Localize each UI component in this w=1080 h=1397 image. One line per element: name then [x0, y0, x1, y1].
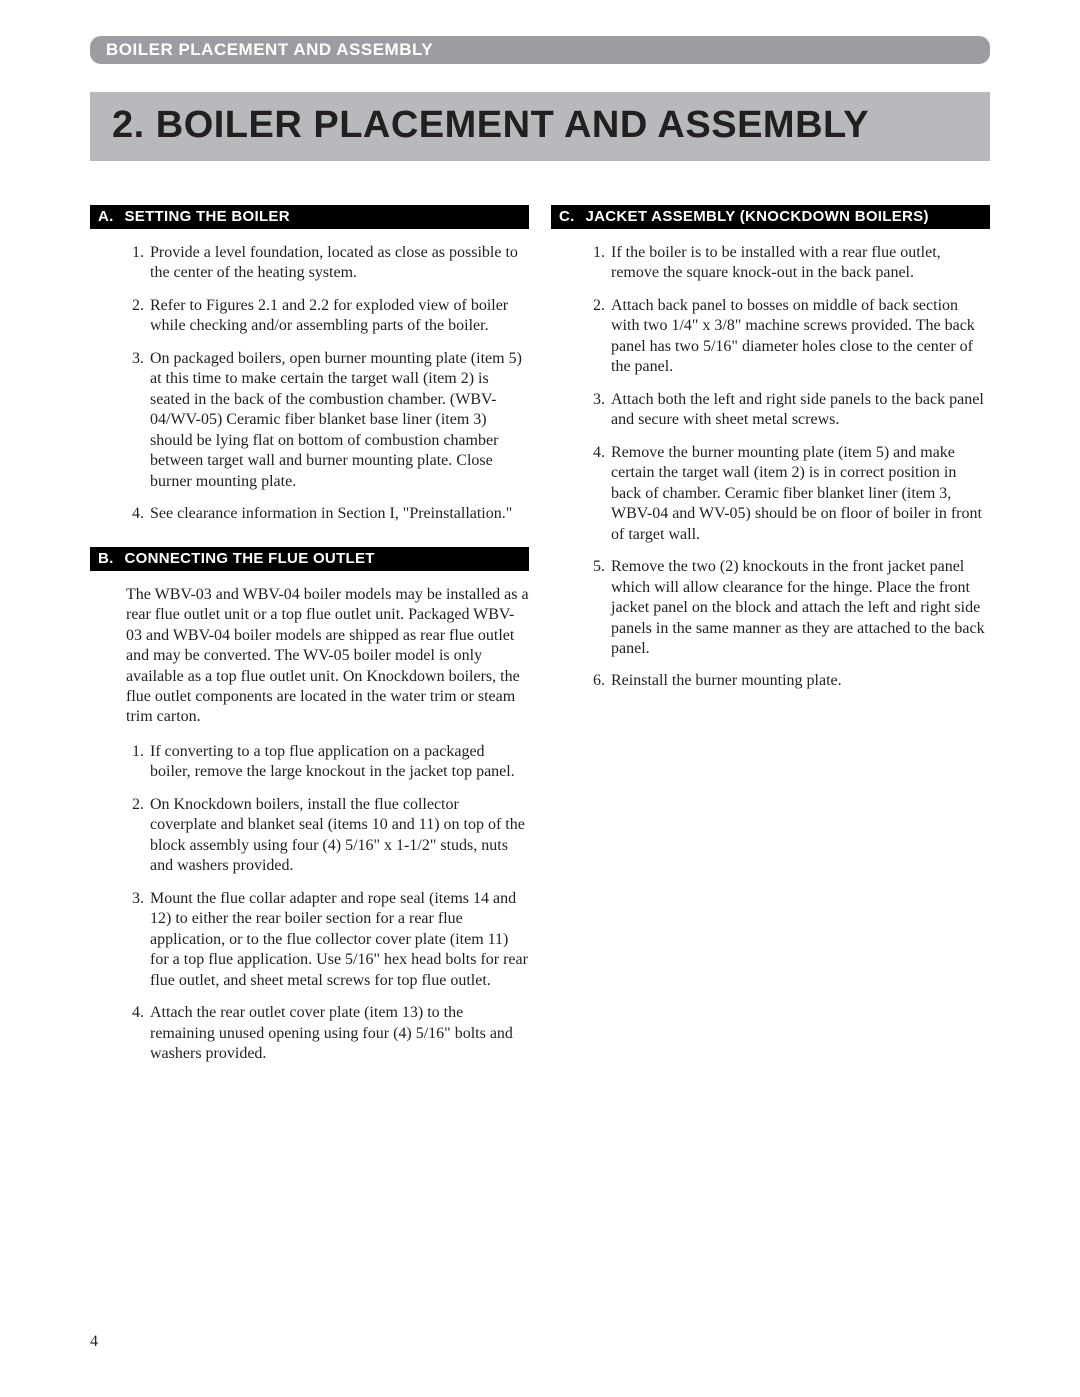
running-header-text: BOILER PLACEMENT AND ASSEMBLY [106, 40, 433, 59]
section-a-title: SETTING THE BOILER [124, 208, 289, 225]
section-b-letter: B. [98, 550, 120, 567]
page-title: 2. BOILER PLACEMENT AND ASSEMBLY [112, 104, 968, 147]
section-a-letter: A. [98, 208, 120, 225]
list-item: If converting to a top flue application … [148, 742, 529, 783]
list-item: Attach both the left and right side pane… [609, 390, 990, 431]
list-item: If the boiler is to be installed with a … [609, 243, 990, 284]
section-c-letter: C. [559, 208, 581, 225]
section-c-list: If the boiler is to be installed with a … [551, 243, 990, 692]
page-number: 4 [90, 1333, 98, 1351]
list-item: See clearance information in Section I, … [148, 504, 529, 524]
section-a-heading: A. SETTING THE BOILER [90, 205, 529, 229]
section-a-list: Provide a level foundation, located as c… [90, 243, 529, 525]
section-c-title: JACKET ASSEMBLY (KNOCKDOWN BOILERS) [585, 208, 928, 225]
list-item: Remove the burner mounting plate (item 5… [609, 443, 990, 545]
list-item: On Knockdown boilers, install the flue c… [148, 795, 529, 877]
list-item: Attach back panel to bosses on middle of… [609, 296, 990, 378]
section-b-heading: B. CONNECTING THE FLUE OUTLET [90, 547, 529, 571]
list-item: Remove the two (2) knockouts in the fron… [609, 557, 990, 659]
list-item: Refer to Figures 2.1 and 2.2 for explode… [148, 296, 529, 337]
two-column-layout: A. SETTING THE BOILER Provide a level fo… [90, 205, 990, 1086]
left-column: A. SETTING THE BOILER Provide a level fo… [90, 205, 529, 1086]
list-item: Attach the rear outlet cover plate (item… [148, 1003, 529, 1064]
section-b-list: If converting to a top flue application … [90, 742, 529, 1065]
right-column: C. JACKET ASSEMBLY (KNOCKDOWN BOILERS) I… [551, 205, 990, 1086]
section-c-heading: C. JACKET ASSEMBLY (KNOCKDOWN BOILERS) [551, 205, 990, 229]
section-b-intro: The WBV-03 and WBV-04 boiler models may … [90, 585, 529, 728]
list-item: Provide a level foundation, located as c… [148, 243, 529, 284]
section-b-title: CONNECTING THE FLUE OUTLET [124, 550, 374, 567]
list-item: Mount the flue collar adapter and rope s… [148, 889, 529, 991]
list-item: Reinstall the burner mounting plate. [609, 671, 990, 691]
list-item: On packaged boilers, open burner mountin… [148, 349, 529, 492]
page-title-block: 2. BOILER PLACEMENT AND ASSEMBLY [90, 92, 990, 161]
running-header-bar: BOILER PLACEMENT AND ASSEMBLY [90, 36, 990, 64]
